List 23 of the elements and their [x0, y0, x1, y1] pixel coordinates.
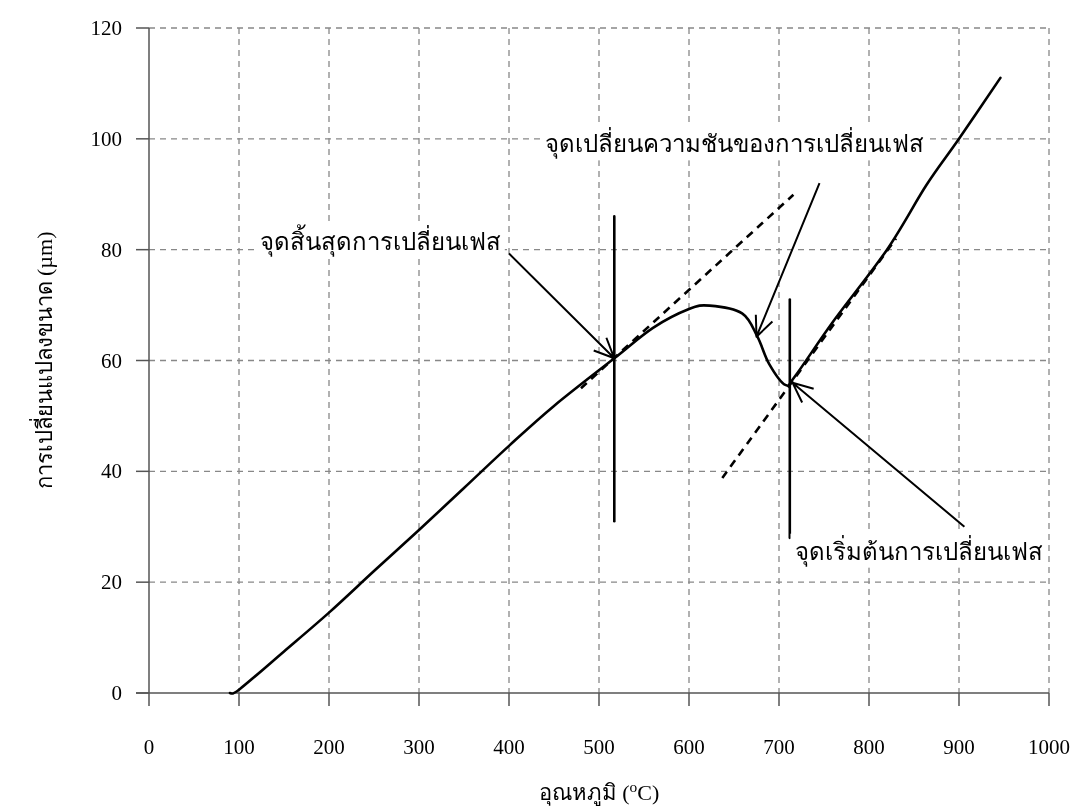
y-tick-label: 80: [101, 237, 122, 262]
y-tick-label: 60: [101, 348, 122, 373]
x-tick-label: 800: [853, 735, 885, 759]
x-tick-label: 300: [403, 735, 435, 759]
y-tick-label: 20: [101, 570, 122, 595]
y-tick-label: 0: [111, 681, 122, 705]
y-tick-label: 120: [90, 16, 122, 40]
x-tick-label: 500: [583, 735, 615, 759]
annotation: จุดเปลี่ยนความชันของการเปลี่ยนเฟส: [545, 127, 925, 160]
x-tick-label: 1000: [1028, 735, 1070, 759]
y-axis-title: การเปลี่ยนแปลงขนาด (µm): [29, 231, 57, 490]
x-tick-label: 400: [493, 735, 525, 759]
x-tick-label: 600: [673, 735, 705, 759]
x-tick-label: 0: [143, 735, 155, 759]
annotation: จุดเริ่มต้นการเปลี่ยนเฟส: [794, 534, 1043, 567]
x-tick-label: 700: [763, 735, 795, 759]
x-tick-label: 100: [223, 735, 255, 759]
x-tick-label: 900: [943, 735, 975, 759]
x-tick-label: 200: [313, 735, 345, 759]
y-tick-label: 100: [90, 126, 122, 151]
y-tick-label: 40: [101, 459, 122, 484]
x-axis-title: อุณหภูมิ ($^{o}$C): [538, 777, 660, 806]
annotation: จุดสิ้นสุดการเปลี่ยนเฟส: [259, 223, 501, 257]
